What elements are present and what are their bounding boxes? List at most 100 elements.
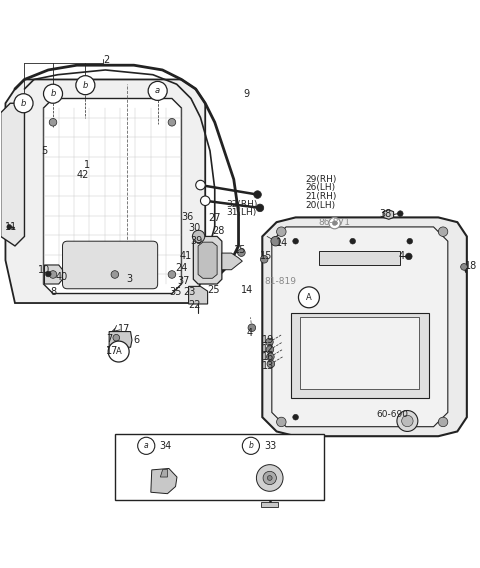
- Circle shape: [201, 196, 210, 206]
- Circle shape: [397, 211, 403, 216]
- Polygon shape: [160, 469, 168, 477]
- Text: 7: 7: [106, 334, 112, 344]
- Text: A: A: [306, 293, 312, 302]
- Circle shape: [397, 411, 418, 432]
- Text: 13: 13: [262, 361, 275, 371]
- Circle shape: [256, 204, 264, 212]
- Text: 11: 11: [5, 222, 18, 232]
- Circle shape: [265, 338, 273, 346]
- Text: 21(RH): 21(RH): [305, 192, 336, 201]
- Bar: [115, 434, 324, 500]
- Polygon shape: [5, 80, 205, 303]
- Text: 35: 35: [169, 287, 182, 296]
- Text: 19: 19: [262, 335, 275, 345]
- Circle shape: [44, 84, 62, 103]
- Text: 23: 23: [183, 287, 195, 296]
- Circle shape: [461, 264, 468, 270]
- Text: 81-819: 81-819: [264, 277, 296, 286]
- Circle shape: [407, 239, 413, 244]
- Text: 24: 24: [176, 263, 188, 273]
- Text: 15: 15: [234, 245, 246, 255]
- Text: 60-690: 60-690: [376, 410, 408, 419]
- Circle shape: [108, 341, 129, 362]
- Text: 25: 25: [208, 285, 220, 295]
- Circle shape: [406, 253, 412, 260]
- Circle shape: [261, 256, 268, 263]
- Circle shape: [14, 94, 33, 113]
- Text: 28: 28: [212, 225, 224, 236]
- Circle shape: [49, 271, 57, 278]
- Circle shape: [242, 437, 260, 454]
- Circle shape: [196, 180, 205, 190]
- Text: 33: 33: [264, 441, 276, 451]
- Text: 22: 22: [189, 300, 201, 310]
- Circle shape: [256, 465, 283, 491]
- Text: 4: 4: [398, 252, 405, 261]
- Text: 18: 18: [465, 261, 477, 271]
- Text: 16: 16: [262, 352, 275, 362]
- Text: 10: 10: [38, 265, 50, 275]
- Circle shape: [267, 360, 275, 367]
- Text: 17: 17: [118, 324, 130, 334]
- Circle shape: [329, 218, 340, 229]
- Circle shape: [168, 119, 176, 126]
- Polygon shape: [261, 502, 278, 507]
- Text: 5: 5: [41, 146, 48, 156]
- Text: 86-871: 86-871: [318, 218, 350, 227]
- Polygon shape: [0, 103, 24, 246]
- Text: 17: 17: [106, 345, 119, 356]
- Circle shape: [263, 471, 276, 485]
- Circle shape: [438, 227, 448, 236]
- Circle shape: [299, 287, 319, 308]
- Text: 30: 30: [189, 223, 201, 233]
- Circle shape: [192, 230, 205, 243]
- Text: A: A: [116, 347, 121, 356]
- Circle shape: [248, 324, 256, 332]
- Text: a: a: [155, 86, 160, 95]
- Polygon shape: [198, 242, 217, 278]
- Text: 37: 37: [178, 275, 190, 286]
- Circle shape: [254, 191, 261, 198]
- Text: 2: 2: [103, 56, 109, 65]
- Circle shape: [238, 249, 245, 256]
- Text: b: b: [83, 81, 88, 90]
- Circle shape: [402, 415, 413, 427]
- Text: 3: 3: [127, 274, 133, 284]
- Text: 39: 39: [190, 236, 202, 246]
- Text: 8: 8: [50, 287, 57, 297]
- Circle shape: [113, 335, 120, 341]
- Text: 29(RH): 29(RH): [305, 175, 336, 184]
- Text: a: a: [144, 441, 148, 450]
- Text: 27: 27: [208, 214, 221, 223]
- Text: 42: 42: [77, 170, 89, 179]
- Text: 14: 14: [276, 238, 288, 248]
- Text: 12: 12: [262, 344, 275, 354]
- Circle shape: [293, 414, 299, 420]
- Text: 20(LH): 20(LH): [305, 201, 335, 210]
- Polygon shape: [262, 218, 467, 436]
- Polygon shape: [222, 253, 242, 270]
- Text: b: b: [249, 441, 253, 450]
- Text: b: b: [50, 89, 56, 98]
- Polygon shape: [45, 265, 62, 284]
- Circle shape: [49, 119, 57, 126]
- Circle shape: [46, 271, 51, 277]
- Text: 14: 14: [241, 285, 253, 295]
- Text: 40: 40: [55, 272, 68, 282]
- FancyBboxPatch shape: [62, 241, 157, 289]
- Polygon shape: [319, 250, 400, 265]
- Text: b: b: [21, 99, 26, 108]
- Text: 41: 41: [180, 252, 192, 261]
- Polygon shape: [291, 312, 429, 398]
- Circle shape: [276, 227, 286, 236]
- Polygon shape: [300, 318, 419, 389]
- Circle shape: [276, 417, 286, 427]
- Text: 1: 1: [84, 160, 90, 170]
- Circle shape: [138, 437, 155, 454]
- Circle shape: [7, 224, 12, 229]
- Polygon shape: [272, 227, 448, 427]
- Polygon shape: [189, 286, 208, 304]
- Text: 15: 15: [260, 252, 272, 261]
- Text: 31(LH): 31(LH): [227, 208, 257, 217]
- Circle shape: [76, 76, 95, 95]
